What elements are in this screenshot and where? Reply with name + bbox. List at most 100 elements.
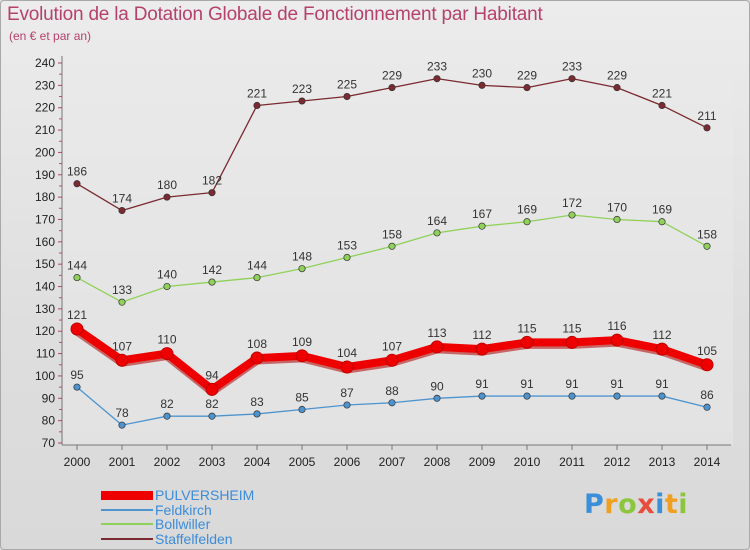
data-point <box>163 193 171 201</box>
data-point <box>388 399 396 407</box>
data-point <box>118 206 126 215</box>
data-point <box>340 360 354 374</box>
data-point <box>163 282 171 291</box>
legend-swatch <box>101 508 153 511</box>
data-label: 144 <box>247 259 267 273</box>
data-label: 164 <box>427 214 447 228</box>
data-point <box>613 84 621 92</box>
data-label: 108 <box>247 337 267 351</box>
data-point <box>658 218 666 226</box>
data-point <box>70 322 84 336</box>
y-tick-label: 130 <box>35 302 55 316</box>
logo-letter: i <box>678 489 689 520</box>
x-tick-label: 2007 <box>379 455 406 469</box>
legend-label: Staffelfelden <box>155 530 233 547</box>
logo-letter: i <box>655 489 665 520</box>
y-tick-label: 190 <box>35 168 55 182</box>
y-tick-label: 110 <box>36 347 55 361</box>
legend-label: Bollwiller <box>155 516 211 532</box>
data-point <box>658 101 666 110</box>
data-point <box>523 218 531 226</box>
data-label: 172 <box>562 196 582 210</box>
data-point <box>388 242 396 250</box>
data-point <box>385 353 399 367</box>
data-point <box>433 229 441 237</box>
data-point <box>568 75 576 83</box>
data-label: 229 <box>382 69 402 83</box>
data-label: 144 <box>67 259 87 273</box>
data-label: 158 <box>382 227 402 241</box>
data-label: 182 <box>202 174 222 188</box>
data-label: 140 <box>157 268 177 282</box>
data-point <box>118 421 126 429</box>
x-tick-label: 2003 <box>199 455 226 469</box>
legend-item: Bollwiller <box>101 517 254 532</box>
data-label: 169 <box>652 203 672 217</box>
x-tick-label: 2006 <box>334 455 361 469</box>
proxiti-logo: Proxiti <box>584 489 688 520</box>
x-tick-label: 2010 <box>514 455 541 469</box>
data-label: 233 <box>427 60 447 74</box>
data-label: 83 <box>250 395 264 409</box>
data-point <box>610 333 624 347</box>
data-point <box>208 412 216 420</box>
data-point <box>523 392 531 400</box>
data-label: 180 <box>157 178 177 192</box>
data-label: 104 <box>337 346 357 360</box>
data-label: 174 <box>112 192 132 206</box>
data-point <box>475 342 489 356</box>
data-label: 94 <box>205 368 219 382</box>
data-label: 112 <box>652 328 671 342</box>
data-point <box>295 349 309 363</box>
data-label: 107 <box>112 339 132 353</box>
data-label: 225 <box>337 78 357 92</box>
legend-item: PULVERSHEIM <box>101 488 254 503</box>
data-point <box>73 180 81 188</box>
legend-swatch <box>101 490 153 500</box>
data-label: 82 <box>160 397 174 411</box>
data-point <box>163 412 171 420</box>
data-label: 116 <box>607 319 626 333</box>
data-point <box>343 253 351 262</box>
y-tick-label: 80 <box>42 414 56 428</box>
data-label: 110 <box>157 333 176 347</box>
data-label: 107 <box>382 339 402 353</box>
data-label: 153 <box>337 238 357 252</box>
x-tick-label: 2011 <box>559 455 585 469</box>
data-point <box>703 242 711 250</box>
y-tick-label: 170 <box>35 212 55 226</box>
data-point <box>205 382 219 396</box>
data-label: 91 <box>475 377 489 391</box>
data-point <box>658 392 666 400</box>
y-tick-label: 200 <box>35 145 55 159</box>
data-label: 78 <box>115 406 129 420</box>
logo-letter: P <box>584 489 605 520</box>
y-tick-label: 70 <box>42 436 56 450</box>
y-tick-label: 160 <box>35 235 55 249</box>
data-label: 88 <box>385 384 399 398</box>
data-point <box>298 405 306 414</box>
data-point <box>703 124 711 132</box>
data-label: 221 <box>652 86 672 100</box>
x-tick-label: 2008 <box>424 455 451 469</box>
data-label: 167 <box>472 207 492 221</box>
logo-letter: x <box>637 489 656 520</box>
data-point <box>253 274 261 282</box>
data-label: 230 <box>472 66 492 80</box>
data-point <box>655 342 669 356</box>
logo-letter: t <box>664 489 679 520</box>
data-point <box>208 189 216 197</box>
data-point <box>703 403 711 411</box>
data-point <box>478 81 486 89</box>
data-point <box>160 347 174 361</box>
data-point <box>523 84 531 92</box>
y-tick-label: 150 <box>35 257 55 271</box>
data-label: 121 <box>67 308 87 322</box>
data-point <box>700 358 714 372</box>
x-tick-label: 2005 <box>289 455 316 469</box>
data-label: 95 <box>70 368 84 382</box>
x-tick-label: 2000 <box>64 455 91 469</box>
data-label: 115 <box>562 321 581 335</box>
data-label: 91 <box>610 377 624 391</box>
